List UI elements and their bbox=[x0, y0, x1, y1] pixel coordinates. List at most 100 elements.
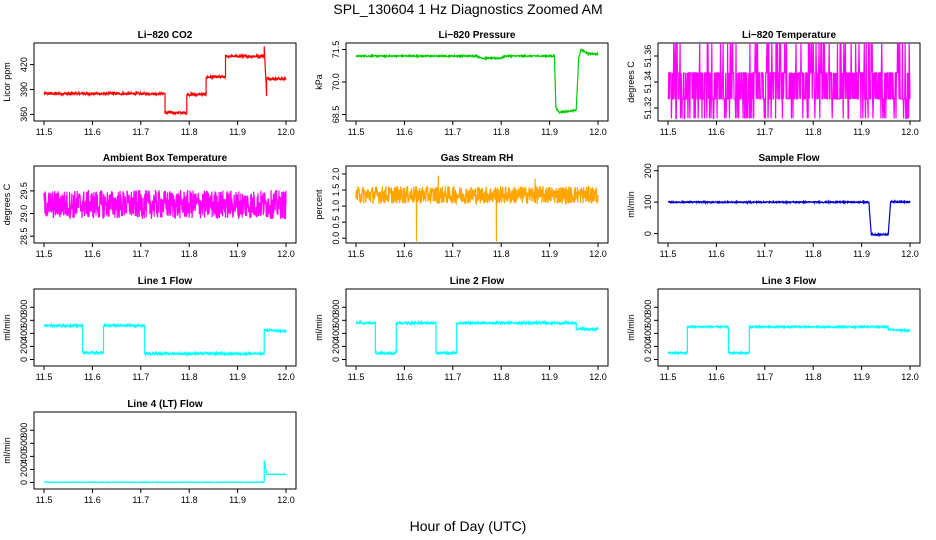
panel-title: Line 1 Flow bbox=[138, 276, 193, 287]
x-tick-label: 11.9 bbox=[541, 249, 558, 259]
panel-title: Line 4 (LT) Flow bbox=[127, 399, 203, 410]
x-tick-label: 12.0 bbox=[277, 127, 295, 137]
plot-frame bbox=[33, 165, 297, 244]
series-line bbox=[355, 175, 599, 242]
series-line bbox=[43, 322, 287, 357]
x-tick-label: 11.5 bbox=[660, 127, 677, 137]
x-tick-label: 11.9 bbox=[229, 249, 246, 259]
x-tick-label: 12.0 bbox=[277, 249, 295, 259]
y-tick-label: 71.5 bbox=[331, 41, 341, 59]
y-tick-label: 0 bbox=[643, 231, 653, 236]
y-tick-label: 200 bbox=[643, 163, 653, 178]
x-tick-label: 11.5 bbox=[348, 372, 365, 382]
y-axis-label: degrees C bbox=[626, 61, 636, 103]
series-line bbox=[667, 198, 911, 237]
y-tick-label: 1.5 bbox=[331, 184, 341, 197]
x-tick-label: 12.0 bbox=[901, 127, 919, 137]
series-line bbox=[355, 319, 599, 357]
y-tick-label: 400 bbox=[19, 326, 29, 341]
x-tick-label: 11.6 bbox=[84, 127, 101, 137]
x-tick-label: 11.6 bbox=[708, 127, 725, 137]
panel-9: Line 3 Flow ml/min 11.5 11.6 11.7 11.8 11.9 12.… bbox=[626, 276, 921, 382]
y-axis-label: ml/min bbox=[626, 191, 636, 218]
x-tick-label: 11.6 bbox=[396, 127, 413, 137]
y-tick-label: 390 bbox=[19, 82, 29, 97]
y-tick-label: 0 bbox=[643, 357, 653, 362]
series-line bbox=[43, 46, 287, 116]
panel-title: Li−820 Temperature bbox=[742, 30, 836, 41]
x-tick-label: 11.8 bbox=[181, 249, 198, 259]
x-tick-label: 12.0 bbox=[277, 372, 295, 382]
x-tick-label: 11.9 bbox=[229, 127, 246, 137]
x-tick-label: 11.9 bbox=[541, 372, 558, 382]
y-axis-label: kPa bbox=[314, 74, 324, 90]
x-axis-common-label: Hour of Day (UTC) bbox=[409, 518, 527, 534]
y-tick-label: 0 bbox=[19, 357, 29, 362]
y-tick-label: 600 bbox=[331, 313, 341, 328]
x-tick-label: 12.0 bbox=[277, 495, 295, 505]
series-line bbox=[43, 190, 287, 220]
x-tick-label: 11.8 bbox=[805, 372, 822, 382]
panel-title: Line 2 Flow bbox=[450, 276, 505, 287]
plot-frame bbox=[657, 288, 921, 367]
y-axis-label: degrees C bbox=[2, 183, 12, 225]
y-tick-label: 600 bbox=[643, 313, 653, 328]
panel-title: Gas Stream RH bbox=[441, 153, 514, 164]
y-axis-label: percent bbox=[314, 189, 324, 220]
panel-title: Sample Flow bbox=[758, 153, 819, 164]
x-tick-label: 11.5 bbox=[660, 249, 677, 259]
plot-frame bbox=[345, 165, 609, 244]
x-tick-label: 11.5 bbox=[660, 372, 677, 382]
panel-3: Li−820 Temperature degrees C 11.5 11.6 11.7 1… bbox=[626, 30, 921, 137]
y-axis-label: ml/min bbox=[314, 314, 324, 341]
plot-frame bbox=[33, 288, 297, 367]
x-tick-label: 12.0 bbox=[589, 127, 607, 137]
x-tick-label: 11.8 bbox=[181, 127, 198, 137]
x-tick-label: 11.7 bbox=[132, 372, 149, 382]
x-tick-label: 11.8 bbox=[493, 249, 510, 259]
y-tick-label: 800 bbox=[331, 300, 341, 315]
y-tick-label: 600 bbox=[19, 436, 29, 451]
panel-title: Li−820 Pressure bbox=[439, 30, 516, 41]
figure-title: SPL_130604 1 Hz Diagnostics Zoomed AM bbox=[333, 1, 603, 17]
x-tick-label: 11.6 bbox=[708, 249, 725, 259]
x-tick-label: 11.7 bbox=[756, 127, 773, 137]
x-tick-label: 11.7 bbox=[132, 495, 149, 505]
plot-frame bbox=[33, 42, 297, 122]
y-tick-label: 200 bbox=[643, 339, 653, 354]
panel-6: Sample Flow ml/min 11.5 11.6 11.7 11.8 11.9 12.… bbox=[626, 153, 921, 259]
x-tick-label: 11.8 bbox=[181, 372, 198, 382]
panel-title: Li−820 CO2 bbox=[138, 30, 193, 41]
x-tick-label: 11.9 bbox=[853, 127, 870, 137]
plot-frame bbox=[657, 165, 921, 244]
x-tick-label: 11.7 bbox=[444, 372, 461, 382]
x-tick-label: 12.0 bbox=[901, 372, 919, 382]
x-tick-label: 11.7 bbox=[132, 249, 149, 259]
y-axis-label: ml/min bbox=[2, 437, 12, 464]
y-tick-label: 51.36 bbox=[643, 45, 653, 68]
y-tick-label: 0.5 bbox=[331, 216, 341, 229]
x-tick-label: 11.6 bbox=[708, 372, 725, 382]
panel-4: Ambient Box Temperature degrees C 11.5 11.6… bbox=[2, 153, 297, 259]
x-tick-label: 11.6 bbox=[84, 495, 101, 505]
y-tick-label: 2.0 bbox=[331, 168, 341, 181]
y-tick-label: 0 bbox=[19, 480, 29, 485]
panel-2: Li−820 Pressure kPa 11.5 11.6 11.7 11.8 11.9 12… bbox=[314, 30, 609, 137]
series-line bbox=[43, 460, 287, 484]
y-tick-label: 400 bbox=[19, 449, 29, 464]
y-tick-label: 400 bbox=[331, 326, 341, 341]
y-tick-label: 360 bbox=[19, 107, 29, 122]
x-tick-label: 12.0 bbox=[901, 249, 919, 259]
y-tick-label: 28.5 bbox=[19, 227, 29, 245]
y-tick-label: 800 bbox=[19, 300, 29, 315]
x-tick-label: 12.0 bbox=[589, 249, 607, 259]
y-tick-label: 200 bbox=[19, 462, 29, 477]
x-tick-label: 11.5 bbox=[36, 127, 53, 137]
y-tick-label: 100 bbox=[643, 195, 653, 210]
panel-title: Ambient Box Temperature bbox=[103, 153, 228, 164]
panel-title: Line 3 Flow bbox=[762, 276, 817, 287]
x-tick-label: 11.9 bbox=[229, 372, 246, 382]
x-tick-label: 11.6 bbox=[84, 249, 101, 259]
y-tick-label: 420 bbox=[19, 57, 29, 72]
